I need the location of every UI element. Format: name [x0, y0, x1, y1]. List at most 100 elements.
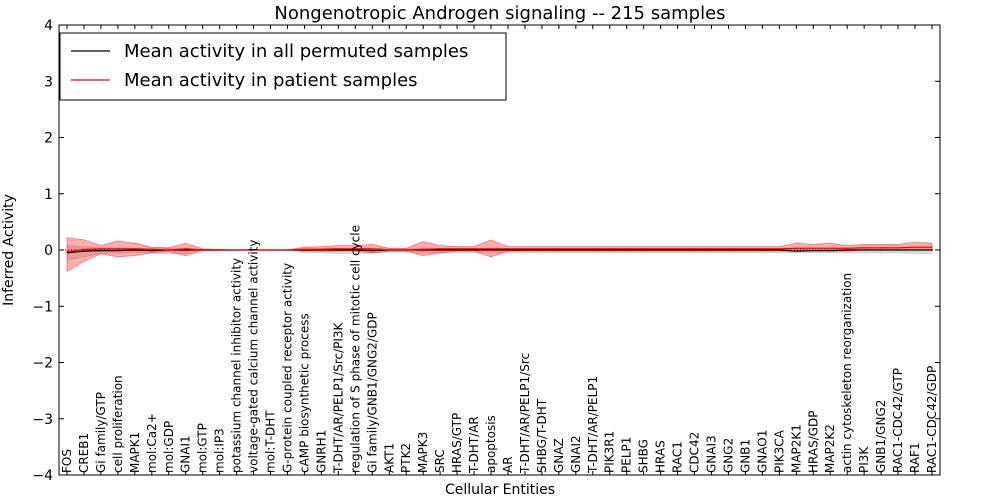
- point-patient-13: [286, 249, 289, 251]
- point-patient-10: [236, 249, 238, 251]
- x-category-label-40: GNB1: [738, 439, 752, 473]
- point-patient-1: [83, 248, 85, 250]
- point-patient-47: [863, 247, 865, 249]
- point-permuted-7: [185, 249, 187, 251]
- x-category-label-43: MAP2K1: [789, 424, 803, 473]
- point-permuted-41: [761, 249, 764, 251]
- legend-label-permuted: Mean activity in all permuted samples: [124, 41, 468, 62]
- x-category-label-32: PIK3R1: [603, 431, 617, 473]
- x-category-label-27: T-DHT/AR/PELP1/Src: [518, 353, 532, 474]
- x-category-label-46: actin cytoskeleton reorganization: [840, 273, 854, 473]
- point-patient-30: [575, 248, 577, 250]
- point-patient-5: [151, 248, 153, 250]
- point-patient-51: [931, 246, 933, 248]
- y-axis-title: Inferred Activity: [1, 194, 17, 306]
- point-patient-41: [761, 248, 764, 250]
- y-tick-label-3: −1: [32, 299, 53, 315]
- legend-label-patient: Mean activity in patient samples: [124, 70, 418, 91]
- point-patient-3: [117, 248, 119, 250]
- point-permuted-40: [744, 249, 747, 251]
- point-patient-23: [456, 248, 458, 250]
- y-tick-label-4: 0: [44, 243, 53, 259]
- x-category-label-4: MAPK1: [128, 432, 142, 473]
- point-patient-49: [897, 247, 899, 249]
- point-permuted-45: [829, 250, 831, 252]
- x-category-label-13: G-protein coupled receptor activity: [281, 263, 295, 473]
- point-permuted-26: [507, 249, 509, 251]
- point-patient-11: [253, 249, 255, 251]
- point-patient-7: [185, 248, 187, 250]
- point-permuted-31: [592, 249, 594, 251]
- x-category-label-5: mol:Ca2+: [145, 413, 159, 473]
- x-category-label-36: RAC1: [671, 441, 685, 473]
- x-category-label-26: AR: [501, 456, 515, 473]
- point-permuted-23: [456, 249, 458, 251]
- y-tick-label-7: 3: [44, 74, 53, 90]
- x-category-label-23: HRAS/GTP: [450, 413, 464, 473]
- y-tick-label-2: −2: [32, 356, 53, 372]
- category-labels: FOS CREB1 Gi family/GTP cell proliferation M…: [60, 225, 939, 474]
- point-patient-29: [558, 248, 560, 250]
- point-permuted-28: [541, 249, 543, 251]
- x-category-label-10: potassium channel inhibitor activity: [230, 258, 244, 473]
- chart-title: Nongenotropic Androgen signaling -- 215 …: [274, 3, 725, 24]
- point-patient-37: [693, 248, 696, 250]
- x-category-label-25: apoptosis: [484, 415, 498, 473]
- point-patient-25: [490, 248, 492, 250]
- y-tick-label-0: −4: [32, 468, 53, 484]
- point-permuted-43: [795, 250, 797, 252]
- point-patient-22: [439, 248, 441, 250]
- point-patient-50: [914, 246, 916, 248]
- point-patient-43: [795, 247, 797, 249]
- x-category-label-6: mol:GDP: [162, 421, 176, 473]
- point-permuted-34: [643, 249, 645, 251]
- point-patient-34: [643, 248, 645, 250]
- x-category-label-16: T-DHT/AR/PELP1/Src/PI3K: [331, 321, 345, 474]
- point-permuted-25: [490, 249, 492, 251]
- x-category-label-49: RAC1-CDC42/GTP: [891, 368, 905, 473]
- x-category-label-0: FOS: [60, 449, 74, 473]
- point-permuted-39: [727, 249, 730, 251]
- x-category-label-38: GNAI3: [705, 435, 719, 473]
- point-patient-27: [524, 248, 526, 250]
- x-category-label-1: CREB1: [77, 433, 91, 473]
- point-patient-24: [473, 248, 475, 250]
- point-permuted-44: [812, 250, 814, 252]
- x-category-label-30: GNAI2: [569, 435, 583, 473]
- point-permuted-16: [337, 249, 339, 251]
- x-category-label-18: Gi family/GNB1/GNG2/GDP: [365, 312, 379, 473]
- point-patient-35: [660, 248, 662, 250]
- x-category-label-42: PIK3CA: [772, 429, 786, 473]
- x-category-label-15: GNRH1: [314, 430, 328, 473]
- point-permuted-37: [693, 249, 696, 251]
- x-category-label-20: PTK2: [399, 443, 413, 473]
- x-category-label-11: voltage-gated calcium channel activity: [247, 239, 261, 473]
- x-category-label-33: PELP1: [620, 437, 634, 473]
- point-patient-9: [219, 249, 221, 251]
- x-category-label-21: MAPK3: [416, 432, 430, 473]
- point-permuted-48: [880, 249, 882, 251]
- x-category-label-41: GNAO1: [755, 430, 769, 473]
- point-permuted-50: [914, 249, 916, 251]
- x-category-label-24: T-DHT/AR: [467, 416, 481, 474]
- point-patient-28: [541, 248, 543, 250]
- y-tick-label-8: 4: [44, 18, 53, 34]
- point-patient-2: [100, 248, 102, 250]
- point-permuted-24: [473, 249, 475, 251]
- point-patient-16: [337, 248, 339, 250]
- x-category-label-19: AKT1: [382, 443, 396, 473]
- point-permuted-5: [151, 250, 153, 252]
- band-patient: [66, 237, 933, 273]
- point-patient-18: [371, 248, 373, 250]
- x-category-label-14: cAMP biosynthetic process: [298, 313, 312, 473]
- point-patient-19: [388, 249, 390, 251]
- point-patient-42: [778, 248, 781, 250]
- point-permuted-29: [558, 249, 560, 251]
- point-permuted-51: [931, 249, 933, 251]
- y-tick-label-6: 2: [44, 131, 53, 147]
- point-patient-8: [202, 249, 204, 251]
- point-patient-0: [66, 251, 68, 253]
- point-patient-44: [812, 247, 814, 249]
